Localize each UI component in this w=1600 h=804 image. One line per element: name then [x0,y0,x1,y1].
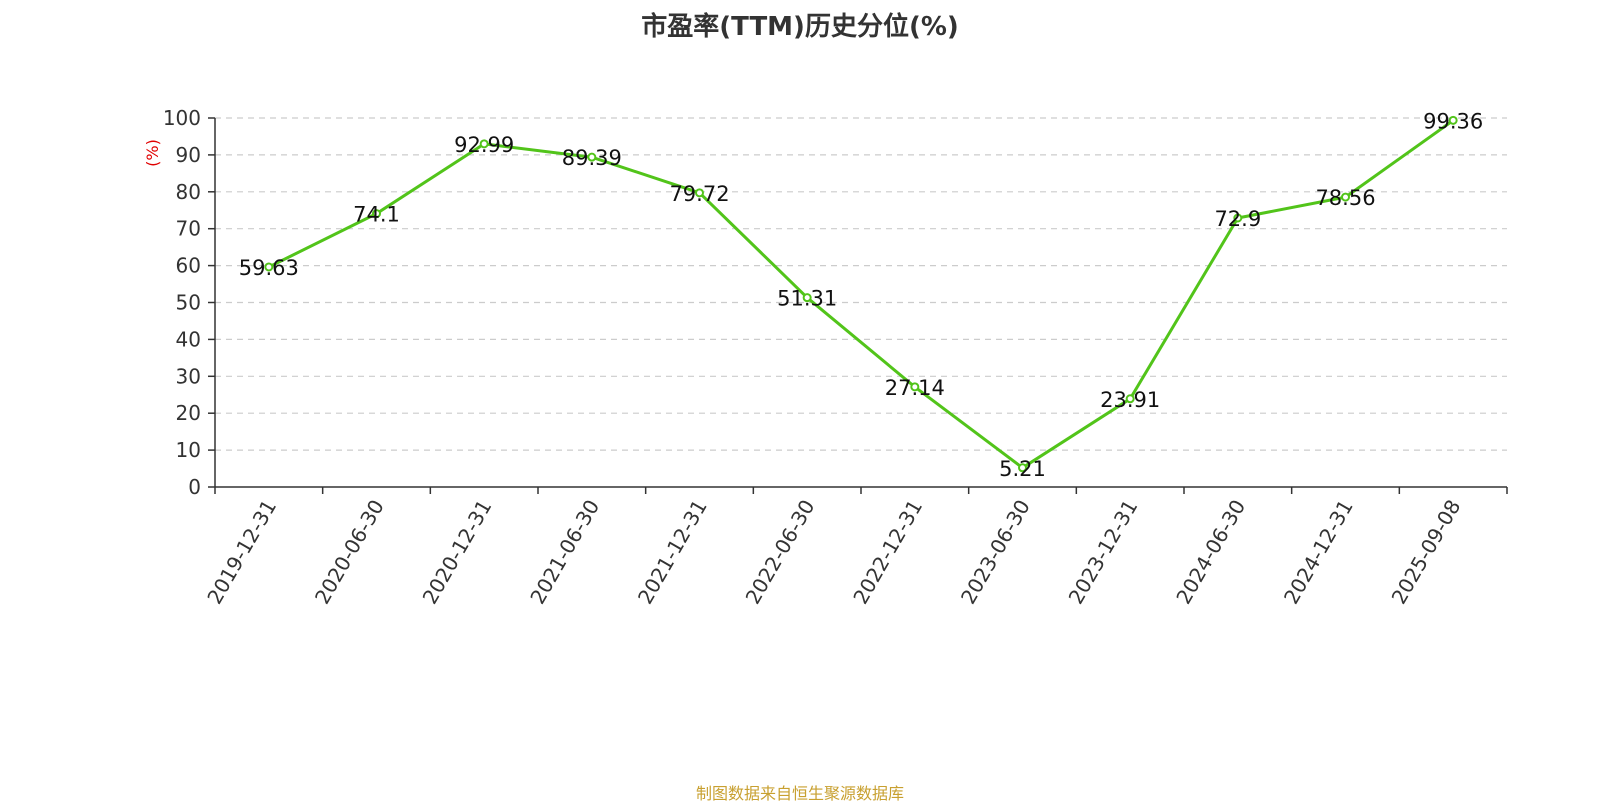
data-point [587,152,597,162]
axes [214,118,1507,488]
x-tick-label: 2020-06-30 [310,496,389,609]
x-tick-label: 2024-12-31 [1279,496,1358,609]
data-point [1018,463,1027,473]
data-point [1233,213,1243,223]
data-labels: 59.63 74.1 92.99 89.39 79.72 51.31 27.14 5.21 23… [239,109,1483,480]
data-label: 74.1 [353,203,400,227]
data-point [695,188,704,198]
x-tick-label: 2019-12-31 [202,496,281,609]
y-tick-label: 40 [176,327,201,351]
x-tick-label: 2022-12-31 [848,495,927,608]
data-point [372,209,381,219]
y-tick-label: 30 [176,364,201,388]
series-group [268,119,1455,470]
data-point [264,262,274,272]
data-label: 79.72 [669,182,729,206]
x-tick-label: 2023-12-31 [1064,496,1143,609]
x-tick-label: 2022-06-30 [741,496,820,609]
data-point [802,293,812,303]
data-point [1448,115,1458,125]
data-label: 78.56 [1315,186,1375,210]
data-label: 5.21 [999,457,1046,481]
data-label: 23.91 [1100,388,1160,412]
y-tick-label: 60 [176,254,201,278]
y-tick-label: 90 [176,143,201,167]
x-tick-label: 2023-06-30 [956,496,1035,609]
data-source-footer: 制图数据来自恒生聚源数据库 [695,784,904,803]
data-label: 51.31 [777,287,837,311]
y-tick-label: 20 [176,401,201,425]
data-label: 59.63 [239,256,299,280]
data-point [479,139,489,149]
gridlines [215,117,1507,451]
y-axis-ticks: 0 10 20 30 40 50 60 70 80 90 100 [163,106,215,499]
series-line [268,119,1455,470]
data-point [1125,394,1135,404]
x-tick-label: 2025-09-08 [1387,496,1466,609]
y-axis-label: (%) [143,139,162,167]
x-axis-ticks: 2019-12-31 2020-06-30 2020-12-31 2021-06-30… [202,487,1508,609]
data-label: 92.99 [454,133,514,157]
data-point [1341,192,1350,202]
y-tick-label: 0 [188,475,201,499]
data-label: 89.39 [562,146,622,170]
y-tick-label: 50 [176,291,201,315]
x-tick-label: 2021-06-30 [525,496,604,609]
chart-title: 市盈率(TTM)历史分位(%) [641,12,959,42]
x-tick-label: 2024-06-30 [1171,496,1250,609]
y-tick-label: 70 [176,217,201,241]
y-tick-label: 80 [176,180,201,204]
data-label: 99.36 [1423,109,1483,133]
x-tick-label: 2021-12-31 [633,496,712,609]
data-points [264,115,1458,473]
data-label: 72.9 [1214,207,1261,231]
y-tick-label: 100 [163,106,201,130]
data-label: 27.14 [885,376,945,400]
x-tick-label: 2020-12-31 [418,495,497,608]
data-point [910,382,920,392]
y-tick-label: 10 [176,438,201,462]
